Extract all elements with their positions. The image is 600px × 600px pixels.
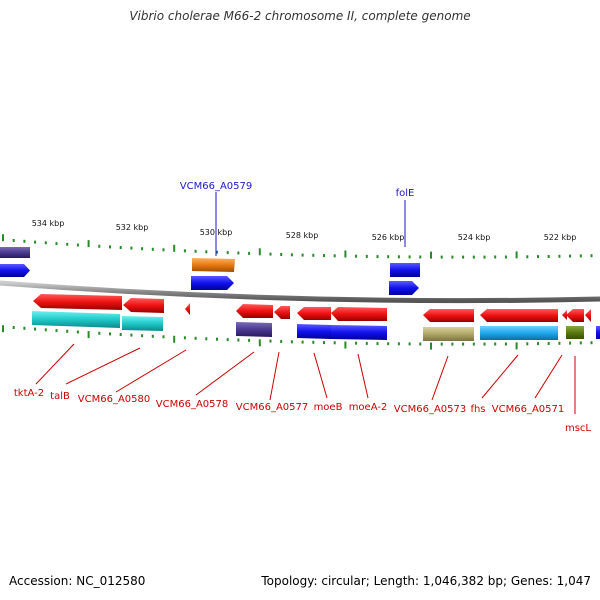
ticks-top (2, 234, 593, 259)
gene-feature[interactable] (192, 258, 235, 272)
gene-feature[interactable] (480, 309, 558, 322)
labels-top: VCM66_A0579 folE (180, 181, 415, 256)
label-leader (35, 343, 75, 385)
genome-stats-label: Topology: circular; Length: 1,046,382 bp… (261, 574, 591, 588)
tick-label-528: 528 kbp (286, 231, 319, 240)
gene-feature[interactable] (423, 327, 474, 341)
label-leader (481, 354, 519, 399)
gene-feature[interactable] (122, 316, 163, 331)
accession-label: Accession: NC_012580 (9, 574, 146, 588)
gene-feature[interactable] (33, 294, 122, 310)
gene-label-fhs[interactable]: fhs (470, 404, 485, 415)
gene-label-vcm66-a0577[interactable]: VCM66_A0577 (236, 402, 308, 413)
gene-feature[interactable] (331, 325, 387, 340)
gene-feature[interactable] (562, 310, 567, 320)
gene-feature[interactable] (297, 324, 331, 339)
gene-feature[interactable] (480, 326, 558, 340)
tick-label-532: 532 kbp (116, 223, 149, 232)
gene-label-moeb[interactable]: moeB (314, 402, 343, 413)
forward-strand-genes (0, 247, 420, 295)
gene-feature[interactable] (274, 306, 290, 319)
tick-label-524: 524 kbp (458, 233, 491, 242)
gene-feature[interactable] (0, 247, 30, 258)
label-leader (115, 349, 187, 393)
gene-feature[interactable] (596, 326, 600, 339)
gene-label-vcm66-a0571[interactable]: VCM66_A0571 (492, 404, 564, 415)
gene-label-fole[interactable]: folE (396, 188, 415, 199)
gene-label-mscl[interactable]: mscL (565, 423, 591, 434)
label-leader (65, 347, 141, 385)
label-leader (313, 352, 328, 399)
label-leader (431, 355, 449, 401)
gene-feature[interactable] (585, 309, 591, 322)
gene-feature[interactable] (566, 309, 584, 322)
gene-feature[interactable] (191, 276, 234, 290)
gene-feature[interactable] (297, 307, 331, 320)
chromosome-backbone (0, 280, 600, 304)
tick-label-526: 526 kbp (372, 233, 405, 242)
labels-bottom: tktA-2 talB VCM66_A0580 VCM66_A0578 VCM6… (14, 343, 591, 434)
ticks-bottom (2, 325, 593, 350)
map-title: Vibrio cholerae M66-2 chromosome II, com… (129, 9, 471, 23)
gene-feature[interactable] (389, 281, 419, 295)
gene-feature[interactable] (423, 309, 474, 322)
gene-feature[interactable] (32, 311, 120, 328)
gene-feature[interactable] (390, 263, 420, 277)
gene-feature[interactable] (185, 303, 190, 315)
scale-labels: 534 kbp 532 kbp 530 kbp 528 kbp 526 kbp … (32, 219, 577, 242)
gene-feature[interactable] (236, 322, 272, 337)
label-leader (269, 351, 280, 401)
gene-feature[interactable] (236, 304, 273, 318)
tick-label-522: 522 kbp (544, 233, 577, 242)
label-leader (534, 354, 563, 399)
gene-label-tkta-2[interactable]: tktA-2 (14, 388, 44, 399)
gene-feature[interactable] (566, 326, 584, 339)
gene-feature[interactable] (0, 264, 30, 277)
gene-feature[interactable] (331, 307, 387, 321)
gene-feature[interactable] (123, 298, 164, 313)
label-leader (357, 353, 369, 399)
reverse-strand-genes (32, 294, 600, 341)
gene-label-moea-2[interactable]: moeA-2 (349, 402, 388, 413)
gene-label-vcm66-a0578[interactable]: VCM66_A0578 (156, 399, 228, 410)
gene-label-talb[interactable]: talB (50, 391, 70, 402)
gene-label-vcm66-a0573[interactable]: VCM66_A0573 (394, 404, 466, 415)
tick-label-534: 534 kbp (32, 219, 65, 228)
label-leader (195, 351, 255, 396)
gene-label-vcm66-a0579[interactable]: VCM66_A0579 (180, 181, 252, 192)
gene-label-vcm66-a0580[interactable]: VCM66_A0580 (78, 394, 150, 405)
